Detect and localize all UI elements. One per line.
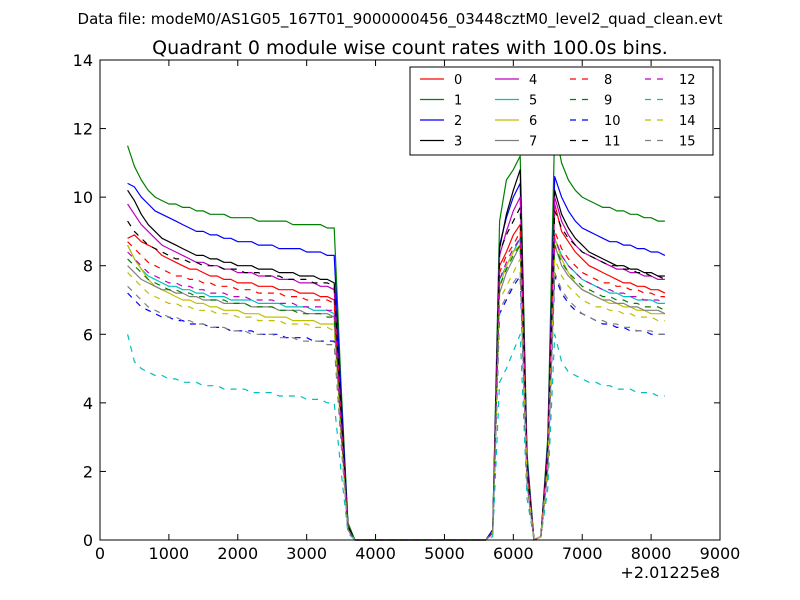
x-tick-label: 3000 bbox=[286, 544, 327, 563]
axes: 0 1000 2000 3000 4000 5000 6000 7000 8000 9000 0 2 4… bbox=[73, 51, 741, 563]
legend-label-11: 11 bbox=[604, 135, 621, 150]
legend-label-2: 2 bbox=[454, 114, 462, 129]
series-line-9 bbox=[127, 244, 666, 541]
x-offset-label: +2.01225e8 bbox=[620, 563, 720, 582]
x-tick-label: 5000 bbox=[424, 544, 465, 563]
x-tick-label: 0 bbox=[95, 544, 105, 563]
legend-label-10: 10 bbox=[604, 114, 621, 129]
series-line-6 bbox=[127, 237, 665, 541]
x-tick-label: 7000 bbox=[562, 544, 603, 563]
y-tick-label: 2 bbox=[83, 462, 93, 481]
y-tick-label: 14 bbox=[73, 51, 93, 70]
series-line-12 bbox=[127, 237, 666, 541]
series-line-7 bbox=[127, 244, 666, 541]
legend-label-8: 8 bbox=[604, 73, 612, 88]
y-tick-label: 0 bbox=[83, 531, 93, 550]
legend-label-13: 13 bbox=[679, 94, 696, 109]
series-line-3 bbox=[127, 169, 665, 541]
series-line-11 bbox=[127, 206, 666, 541]
plot-frame bbox=[99, 59, 721, 541]
x-tick-label: 4000 bbox=[355, 544, 396, 563]
chart-title: Quadrant 0 module wise count rates with … bbox=[152, 37, 668, 59]
series-line-1 bbox=[127, 128, 665, 541]
legend-label-4: 4 bbox=[529, 73, 537, 88]
legend-label-12: 12 bbox=[679, 73, 696, 88]
legend-label-7: 7 bbox=[529, 135, 537, 150]
legend-label-1: 1 bbox=[454, 94, 462, 109]
y-tick-label: 8 bbox=[83, 257, 93, 276]
legend-label-14: 14 bbox=[679, 114, 696, 129]
series-line-2 bbox=[127, 176, 666, 541]
series-line-5 bbox=[127, 237, 665, 541]
x-tick-label: 6000 bbox=[493, 544, 534, 563]
x-tick-label: 2000 bbox=[217, 544, 258, 563]
legend-label-9: 9 bbox=[604, 94, 612, 109]
legend-label-6: 6 bbox=[529, 114, 537, 129]
x-tick-label: 9000 bbox=[700, 544, 741, 563]
legend-label-15: 15 bbox=[679, 135, 696, 150]
y-tick-label: 10 bbox=[73, 188, 93, 207]
series-line-4 bbox=[127, 196, 665, 541]
legend-label-5: 5 bbox=[529, 94, 537, 109]
x-tick-label: 1000 bbox=[149, 544, 190, 563]
series-line-10 bbox=[127, 275, 665, 541]
series-line-0 bbox=[127, 203, 666, 541]
y-tick-label: 4 bbox=[83, 394, 93, 413]
series-line-14 bbox=[127, 258, 665, 541]
data-file-label: Data file: modeM0/AS1G05_167T01_90000004… bbox=[78, 10, 723, 29]
series-line-15 bbox=[127, 272, 665, 541]
y-tick-label: 12 bbox=[73, 120, 93, 139]
plot-area bbox=[127, 128, 666, 541]
legend-label-3: 3 bbox=[454, 135, 462, 150]
x-tick-label: 8000 bbox=[631, 544, 672, 563]
series-line-13 bbox=[127, 333, 665, 541]
legend-label-0: 0 bbox=[454, 73, 462, 88]
y-tick-label: 6 bbox=[83, 325, 93, 344]
